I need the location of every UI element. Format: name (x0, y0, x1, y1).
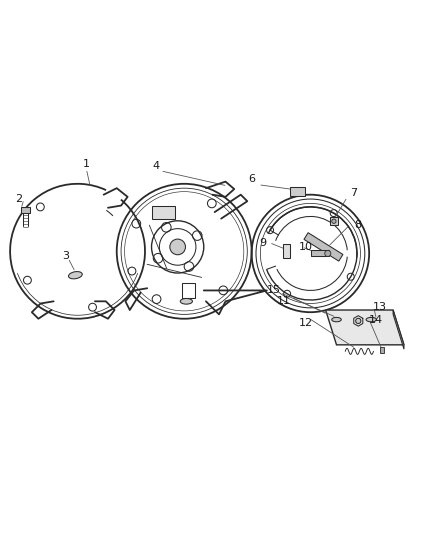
Text: 10: 10 (299, 242, 313, 252)
Ellipse shape (68, 272, 82, 279)
Polygon shape (304, 233, 343, 261)
Text: 4: 4 (152, 161, 159, 172)
Text: 13: 13 (373, 302, 387, 312)
Text: 9: 9 (259, 238, 266, 247)
Bar (182, 283, 195, 298)
Bar (152, 206, 176, 219)
Circle shape (325, 251, 331, 256)
Circle shape (356, 318, 361, 324)
Text: 12: 12 (299, 318, 313, 328)
Text: 14: 14 (369, 314, 383, 325)
Ellipse shape (366, 318, 377, 322)
Text: 7: 7 (350, 188, 357, 198)
Circle shape (170, 239, 185, 255)
Text: 8: 8 (355, 220, 362, 230)
Ellipse shape (332, 318, 341, 322)
Text: 6: 6 (248, 174, 255, 184)
Text: 1: 1 (83, 159, 90, 169)
Bar (311, 251, 328, 256)
Text: 3: 3 (62, 251, 69, 261)
Text: 15: 15 (266, 286, 280, 295)
Bar (283, 244, 290, 258)
Bar (21, 207, 30, 213)
Bar (290, 187, 305, 196)
Polygon shape (393, 310, 404, 349)
Text: 2: 2 (15, 194, 22, 204)
Text: 11: 11 (277, 296, 291, 306)
Bar (380, 347, 385, 353)
Circle shape (332, 219, 336, 223)
Ellipse shape (180, 298, 192, 304)
Bar (330, 217, 338, 225)
Polygon shape (325, 310, 404, 345)
